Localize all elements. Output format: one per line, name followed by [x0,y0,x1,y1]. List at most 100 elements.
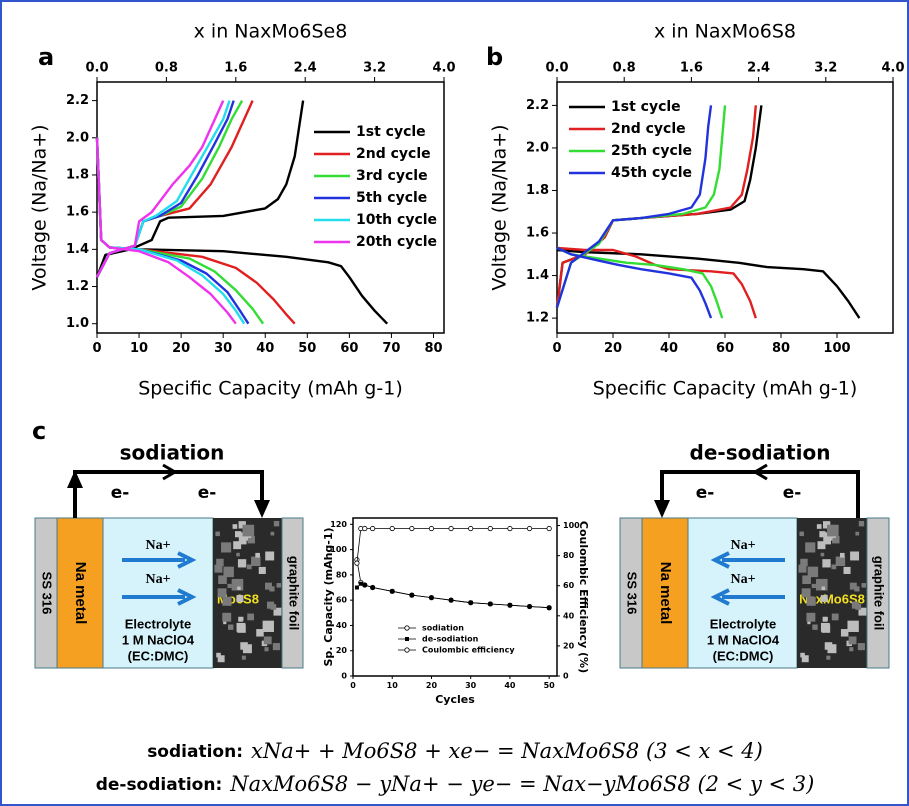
texture [827,524,839,537]
equation: sodiation: xNa+ + Mo6S8 + xe− = NaxMo6S8 … [147,739,763,763]
texture [227,583,232,589]
electrolyte [102,517,214,669]
x-tick-label: 40 [660,341,678,356]
marker [448,525,454,532]
marker [358,581,363,586]
texture [826,655,831,660]
x2-tick-label: 4.0 [432,60,455,75]
y-tick-label: 2.0 [526,140,549,155]
x-tick-label: 50 [544,681,556,690]
texture [236,622,246,632]
electron: e- [783,483,802,503]
texture [238,536,247,545]
legend-label: 25th cycle [611,143,692,159]
diagram-title: de-sodiation [690,441,831,465]
equation: de-sodiation: NaxMo6S8 − yNa+ − ye− = Nax… [96,772,815,796]
texture [262,620,274,632]
texture [822,521,831,529]
texture [218,575,227,585]
texture [857,643,865,651]
collector-label: graphite foil [287,556,302,630]
y-tick-label: 60 [336,596,348,605]
y-tick-label: 100 [330,545,347,554]
texture [847,620,859,632]
texture [820,622,830,632]
x-tick-label: 10 [387,681,399,690]
legend-label: 1st cycle [356,124,426,140]
x2-tick-label: 2.4 [747,60,770,75]
texture [849,647,854,652]
y-axis-label: Voltage (Na/Na+) [489,124,511,290]
x-tick-label: 70 [382,341,400,356]
texture [238,616,244,622]
texture [217,588,227,598]
x2-tick-label: 0.8 [613,60,636,75]
x2-tick-label: 0.0 [85,60,108,75]
texture [802,575,811,585]
electrolyte-label: 1 M NaClO4 [707,632,780,647]
marker [487,525,493,532]
legend-label: de-sodiation [422,635,479,644]
diagram-title: sodiation [120,441,225,465]
texture [806,612,816,622]
texture [824,642,833,650]
legend-label: 5th cycle [356,190,427,206]
marker [449,598,454,603]
y-tick-label: 40 [336,621,348,630]
texture [265,551,275,561]
texture [222,596,232,606]
texture [214,564,223,573]
texture [812,624,818,630]
marker [468,525,474,532]
x-tick-label: 40 [504,681,516,690]
texture [246,564,252,570]
y-tick-label: 1.2 [66,279,89,294]
cell-diagram: sodiation e- e- Na+ Na+ SS 316 Na metal … [34,441,304,669]
electron: e- [696,483,715,503]
y-tick-label: 1.0 [66,316,89,331]
electrolyte-label: (EC:DMC) [128,648,189,663]
texture [835,556,846,567]
texture [247,613,255,621]
texture [256,629,264,637]
texture [215,531,220,537]
x-axis-label: Specific Capacity (mAh g-1) [138,378,402,400]
texture [247,536,255,544]
x2-tick-label: 4.0 [881,60,904,75]
electrolyte-label: Electrolyte [125,616,191,631]
marker [370,585,375,590]
arrow-head [150,463,178,481]
legend-label: 45th cycle [611,165,692,181]
marker [404,647,410,653]
ion: Na+ [145,572,170,587]
marker [468,600,473,605]
y2-axis-label: Coulombic Efficiency (%) [577,521,590,673]
texture [820,552,825,557]
texture [805,542,816,553]
x-tick-label: 80 [424,341,442,356]
texture [800,558,808,567]
equation-label: sodiation: [147,742,243,762]
y-tick-label: 1.4 [66,242,89,257]
y-tick-label: 2.2 [66,93,89,108]
legend-label: 20th cycle [356,234,437,250]
series-line [555,105,713,319]
texture [831,613,839,621]
collector [281,517,304,669]
texture [840,629,849,637]
texture [273,607,282,616]
x-tick-label: 60 [716,341,734,356]
x2-tick-label: 3.2 [814,60,837,75]
texture [807,566,819,578]
x-tick-label: 20 [172,341,190,356]
collector-label: SS 316 [625,572,640,615]
y-tick-label: 1.8 [526,183,549,198]
texture [801,588,811,598]
electrolyte-label: (EC:DMC) [713,648,774,663]
y2-tick-label: 20 [563,641,575,650]
x-tick-label: 0 [92,341,101,356]
ion: Na+ [145,538,170,553]
texture [238,521,246,529]
x2-tick-label: 1.6 [224,60,247,75]
